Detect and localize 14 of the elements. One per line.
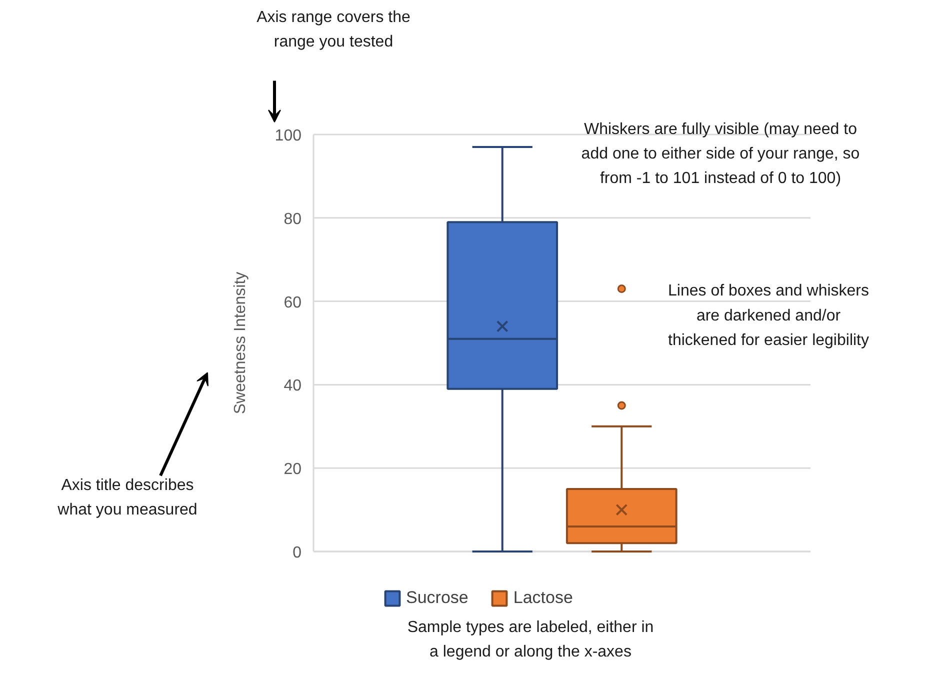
text: Axis range covers the range you tested <box>256 9 411 51</box>
y-tick-label: 40 <box>284 378 302 395</box>
annotation: Whiskers are fully visible (may need to add one to either side of your range, so from -1 to 101 instead of 0 to 100) <box>581 120 860 188</box>
text: Axis title describes what you measured <box>56 476 198 519</box>
y-axis-title: Sweetness Intensity <box>232 272 249 414</box>
y-tick-label: 80 <box>284 210 302 228</box>
annotation: Lines of boxes and whiskers are darkened and/or thickened for easier legibility <box>668 282 870 350</box>
legend-label: Sucrose <box>406 588 468 608</box>
y-tick-label: 100 <box>274 128 302 144</box>
y-tick-label: 20 <box>284 461 302 478</box>
legend-label: Lactose <box>513 588 573 608</box>
text: Sample types are labeled, either in a legend or along the x-axes <box>407 619 654 661</box>
y-tick-label: 0 <box>292 544 302 562</box>
y-tick-label: 60 <box>284 294 302 312</box>
